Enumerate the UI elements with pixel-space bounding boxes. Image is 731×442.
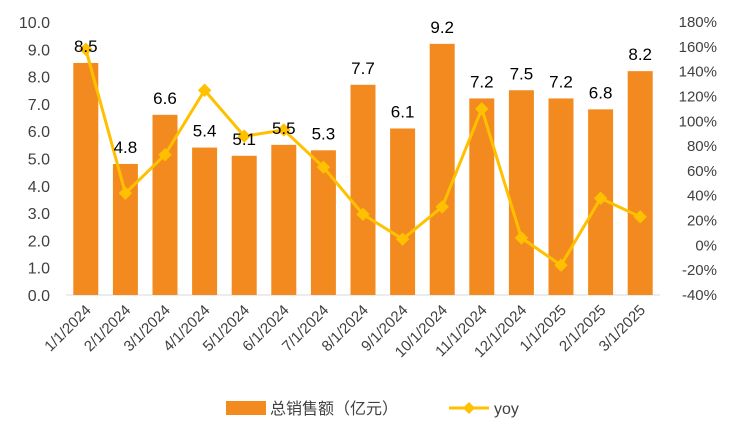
yoy-point-marker (395, 232, 410, 246)
bar-data-label: 9.2 (430, 18, 454, 37)
axes-layer: 0.0 1.0 2.0 3.0 4.0 5.0 6.0 7.0 8.0 9.0 10.0 -40% -2… (19, 14, 717, 305)
y-right-tick-label: 40% (687, 188, 717, 205)
bar-data-label: 5.1 (232, 130, 256, 149)
y-left-tick-label: 8.0 (28, 70, 50, 87)
y-right-tick-label: 60% (687, 163, 717, 180)
bar (73, 62, 99, 296)
y-left-tick-label: 0.0 (28, 288, 50, 305)
yoy-point-marker (118, 186, 133, 200)
bar-data-label: 7.2 (470, 72, 494, 91)
bar-data-label: 8.2 (628, 45, 652, 64)
bar (350, 84, 376, 295)
yoy-point-marker (316, 160, 331, 174)
y-right-tick-label: 80% (687, 138, 717, 155)
y-left-tick-label: 4.0 (28, 179, 50, 196)
yoy-point-marker (514, 231, 529, 245)
y-right-tick-label: 0% (695, 237, 717, 254)
legend-label-yoy: yoy (494, 401, 519, 418)
line-layer (79, 42, 647, 272)
y-right-tick-label: -20% (682, 262, 717, 279)
y-left-tick-label: 1.0 (28, 261, 50, 278)
y-left-tick-label: 2.0 (28, 233, 50, 250)
bar-data-label: 6.6 (153, 89, 177, 108)
bar (429, 43, 455, 296)
yoy-point-marker (277, 123, 291, 137)
x-tick-labels-layer: 1/1/20242/1/20243/1/20244/1/20245/1/2024… (41, 302, 649, 361)
yoy-point-marker (237, 129, 251, 143)
bar-data-label: 8.5 (74, 37, 98, 56)
y-left-tick-label: 7.0 (28, 97, 50, 114)
bar (192, 147, 218, 295)
y-left-tick-label: 6.0 (28, 124, 50, 141)
yoy-point-marker (197, 83, 212, 97)
y-left-tick-label: 5.0 (28, 152, 50, 169)
bar (231, 155, 257, 295)
yoy-point-marker (593, 191, 608, 205)
y-right-tick-label: -40% (682, 287, 717, 304)
legend-swatch-sales (226, 401, 266, 415)
yoy-point-marker (633, 210, 647, 224)
yoy-point-marker (158, 148, 172, 162)
bar-data-label: 4.8 (114, 138, 138, 157)
bar-data-label: 6.8 (589, 83, 613, 102)
yoy-point-marker (356, 207, 370, 222)
bar-data-label: 6.1 (391, 102, 415, 121)
y-right-tick-label: 100% (679, 113, 717, 130)
bar-data-label: 7.7 (351, 59, 375, 78)
y-left-tick-label: 9.0 (28, 42, 50, 59)
y-right-tick-label: 20% (687, 213, 717, 230)
y-right-tick-label: 180% (679, 14, 717, 31)
yoy-point-marker (554, 258, 568, 272)
legend-label-sales: 总销售额（亿元） (270, 400, 398, 418)
y-right-tick-label: 140% (679, 64, 717, 81)
bar (508, 90, 534, 295)
bar (152, 114, 178, 295)
bar-data-label: 5.4 (193, 122, 217, 141)
bar-data-label: 7.2 (549, 72, 573, 91)
legend-marker-yoy (463, 402, 475, 414)
bar-data-label: 5.3 (312, 124, 336, 143)
bar-data-label: 5.5 (272, 119, 296, 138)
yoy-point-marker (475, 102, 489, 116)
bar (271, 144, 297, 295)
yoy-point-marker (79, 42, 93, 57)
y-left-tick-label: 3.0 (28, 206, 50, 223)
data-labels-layer: 8.5 4.8 6.6 5.4 5.1 5.5 5.3 7.7 6.1 9.2 7.2 7.5 7.2 6… (74, 18, 652, 157)
bar (310, 150, 336, 295)
bar-data-label: 7.5 (510, 64, 534, 83)
y-right-tick-label: 120% (679, 88, 717, 105)
yoy-point-marker (435, 200, 449, 214)
y-left-tick-label: 10.0 (19, 15, 50, 32)
bars-layer (73, 43, 653, 296)
bar (627, 71, 653, 295)
bar (390, 128, 416, 295)
legend: 总销售额（亿元） yoy (226, 400, 519, 418)
y-right-tick-label: 160% (679, 39, 717, 56)
